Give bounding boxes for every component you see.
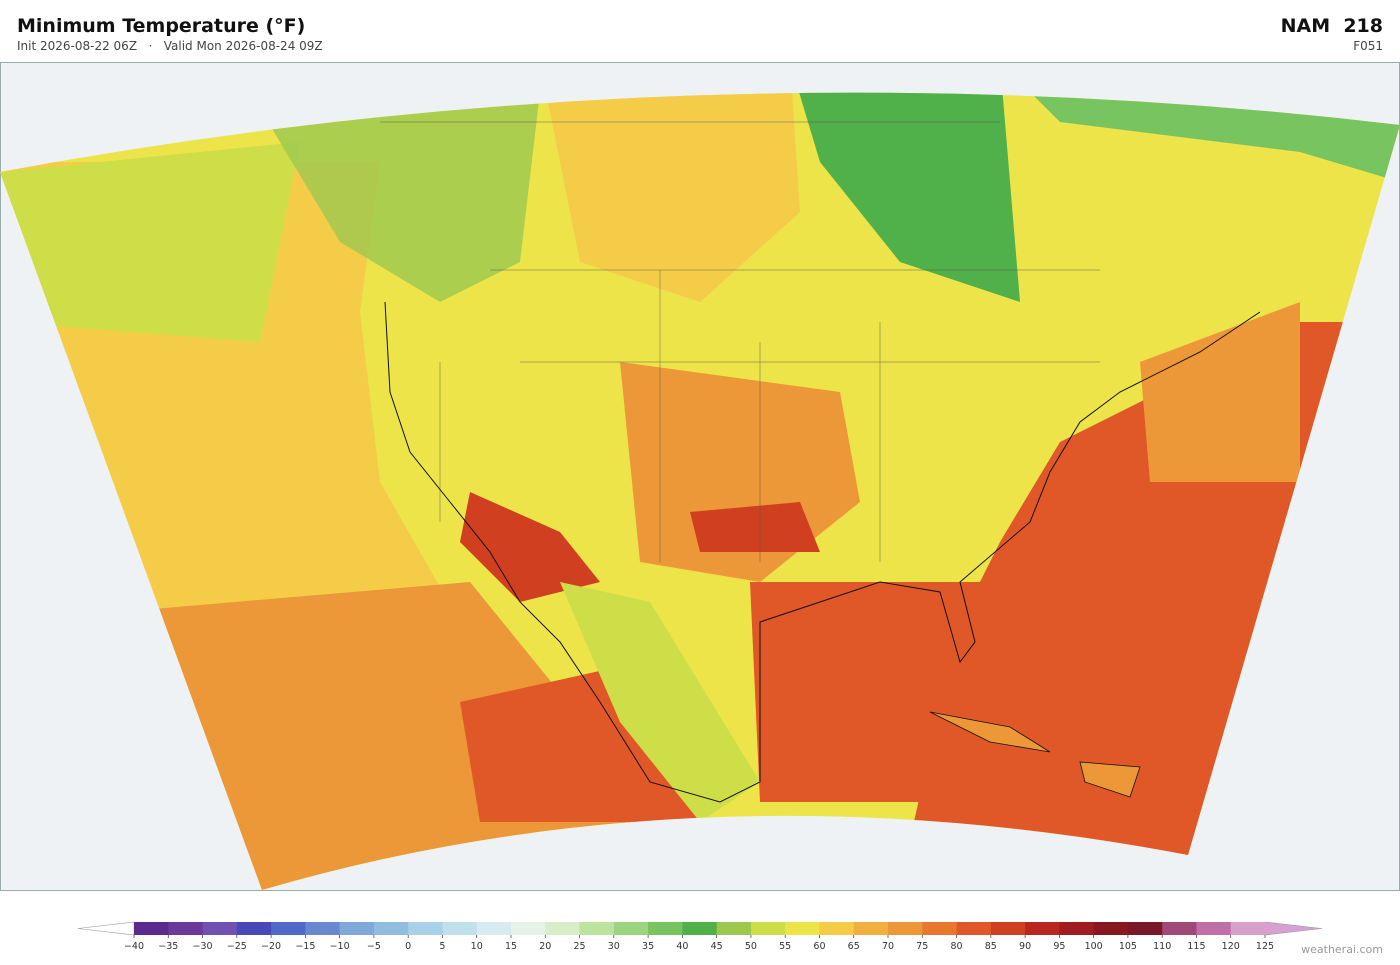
colorbar-bin <box>785 922 820 935</box>
colorbar-bin <box>853 922 889 935</box>
colorbar-bin <box>648 922 683 935</box>
colorbar-bin <box>476 922 512 935</box>
colorbar-tick-label: 80 <box>950 941 962 952</box>
colorbar-tick-label: −20 <box>261 941 281 952</box>
colorbar-bin <box>339 922 375 935</box>
colorbar-tick-label: 110 <box>1153 941 1171 952</box>
colorbar-bin <box>305 922 341 935</box>
colorbar-bin <box>716 922 752 935</box>
colorbar-bin <box>682 922 718 935</box>
colorbar-tick-label: 120 <box>1222 941 1240 952</box>
colorbar-tick-label: 125 <box>1256 941 1274 952</box>
colorbar-tick-label: 10 <box>471 941 483 952</box>
colorbar-tick-label: 115 <box>1187 941 1205 952</box>
colorbar-tick-label: 95 <box>1053 941 1065 952</box>
colorbar-bin <box>373 922 409 935</box>
colorbar-tick-label: 50 <box>745 941 757 952</box>
map-title: Minimum Temperature (°F) <box>17 15 306 37</box>
colorbar-tick-label: −10 <box>330 941 350 952</box>
forecast-frame: F051 <box>1353 39 1383 53</box>
colorbar-tick-label: −15 <box>295 941 315 952</box>
colorbar-bin <box>134 922 169 935</box>
colorbar-tick-label: 45 <box>711 941 723 952</box>
colorbar-bin <box>1025 922 1060 935</box>
map-subtitle: Init 2026-08-22 06Z · Valid Mon 2026-08-… <box>17 39 323 53</box>
colorbar-tick-label: 20 <box>539 941 551 952</box>
colorbar-bin <box>511 922 546 935</box>
colorbar-under <box>77 921 135 936</box>
colorbar-bin <box>1127 922 1163 935</box>
colorbar-bin <box>408 922 443 935</box>
colorbar-tick-label: 30 <box>608 941 620 952</box>
colorbar-tick-label: 35 <box>642 941 654 952</box>
colorbar: −40 −35 −30 −25 −20 −15 −10 −5 0 5 10 15 20 25 30 35 40 4… <box>77 921 1323 952</box>
colorbar-bin <box>1162 922 1197 935</box>
colorbar-bin <box>545 922 581 935</box>
colorbar-tick-label: 25 <box>573 941 585 952</box>
credit: weatherai.com <box>1301 943 1383 956</box>
colorbar-bin <box>990 922 1026 935</box>
colorbar-bin <box>613 922 649 935</box>
model-name: NAM 218 <box>1280 15 1383 37</box>
colorbar-tick-label: −35 <box>158 941 178 952</box>
colorbar-bin <box>1230 922 1266 935</box>
colorbar-bin <box>202 922 238 935</box>
colorbar-tick-label: 5 <box>439 941 445 952</box>
colorbar-tick-label: 0 <box>405 941 411 952</box>
colorbar-tick-label: 100 <box>1085 941 1103 952</box>
colorbar-tick-label: 15 <box>505 941 517 952</box>
colorbar-tick-label: 60 <box>813 941 825 952</box>
colorbar-tick-label: −40 <box>124 941 144 952</box>
colorbar-over <box>1264 921 1323 936</box>
colorbar-tick-label: 75 <box>916 941 928 952</box>
colorbar-bin <box>442 922 478 935</box>
colorbar-bin <box>1196 922 1232 935</box>
colorbar-bin <box>888 922 923 935</box>
colorbar-bin <box>579 922 615 935</box>
colorbar-bin <box>956 922 992 935</box>
colorbar-bin <box>1059 922 1095 935</box>
colorbar-tick-label: 40 <box>676 941 688 952</box>
colorbar-tick-label: 65 <box>848 941 860 952</box>
colorbar-bin <box>750 922 786 935</box>
colorbar-bin <box>271 922 306 935</box>
colorbar-bin <box>819 922 855 935</box>
colorbar-bin <box>1093 922 1129 935</box>
colorbar-tick-label: 55 <box>779 941 791 952</box>
colorbar-tick-label: −25 <box>227 941 247 952</box>
colorbar-bin <box>236 922 272 935</box>
colorbar-tick-label: 85 <box>985 941 997 952</box>
colorbar-tick-label: 70 <box>882 941 894 952</box>
colorbar-tick-label: −5 <box>367 941 381 952</box>
colorbar-bin <box>922 922 958 935</box>
map <box>0 62 1400 891</box>
colorbar-bin <box>168 922 204 935</box>
colorbar-tick-label: −30 <box>193 941 213 952</box>
colorbar-tick-label: 90 <box>1019 941 1031 952</box>
colorbar-tick-label: 105 <box>1119 941 1137 952</box>
